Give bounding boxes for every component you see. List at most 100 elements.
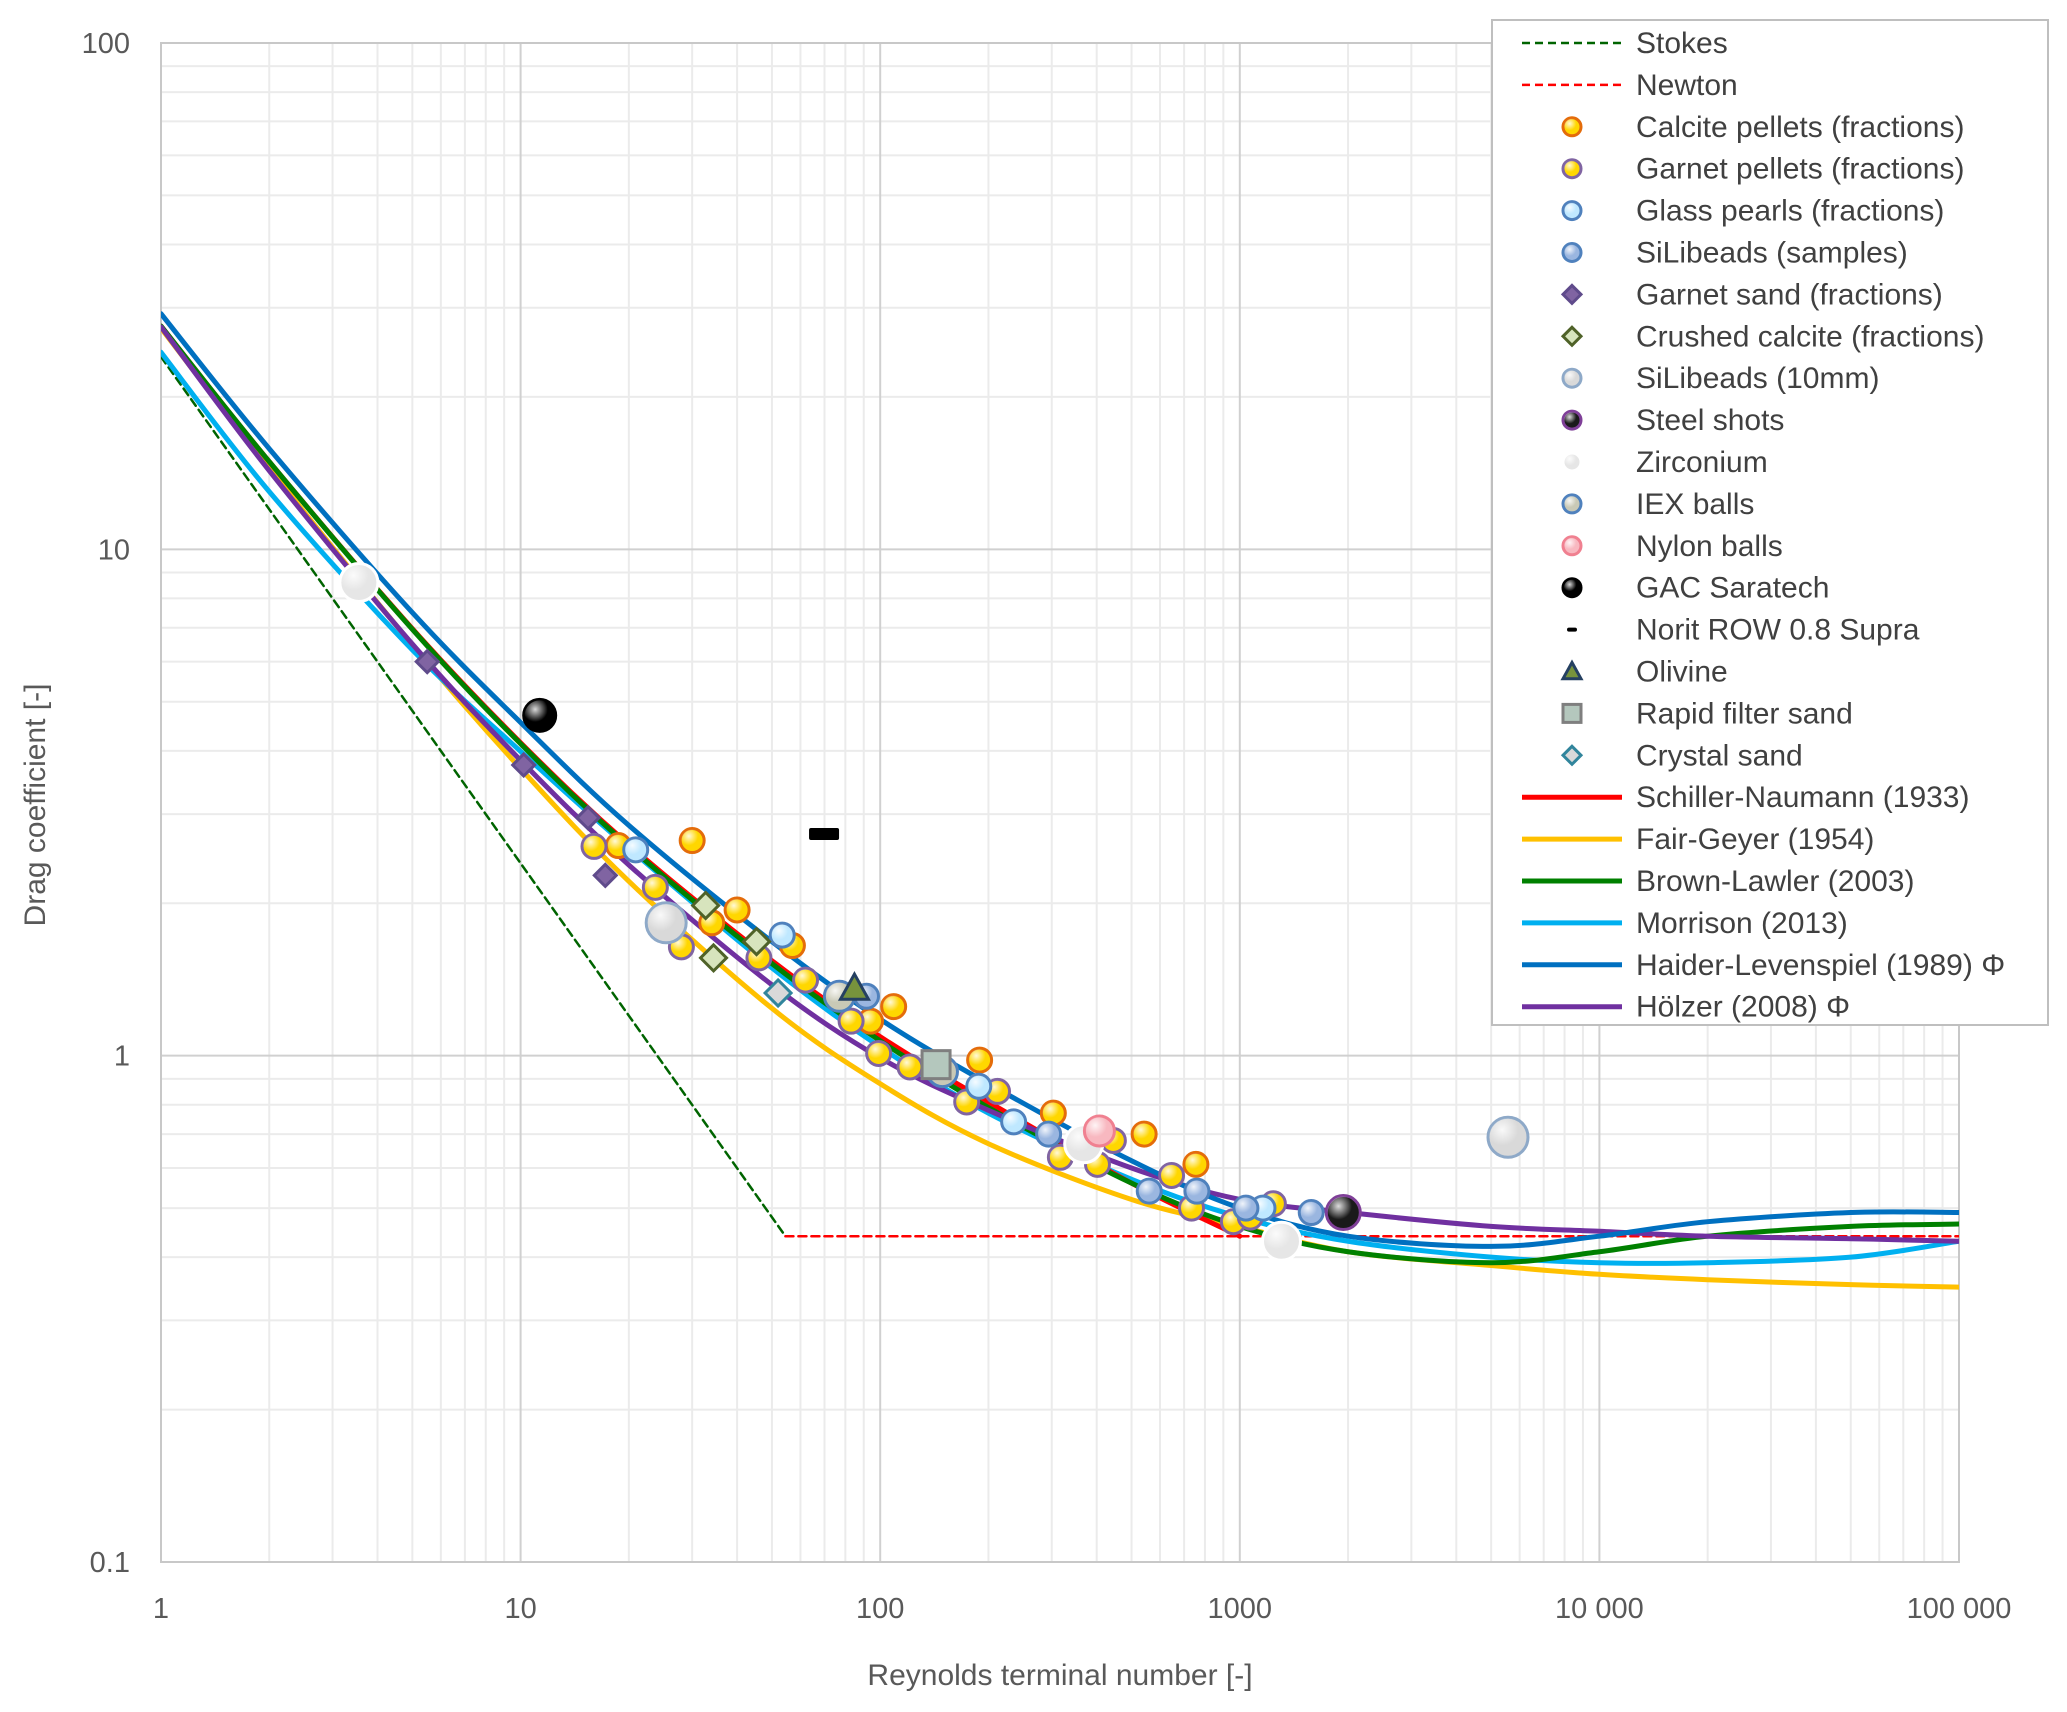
legend-marker <box>1560 283 1584 306</box>
legend-label: Brown-Lawler (2003) <box>1636 865 1914 898</box>
legend-marker <box>1561 409 1583 431</box>
x-tick-label: 1 <box>153 1593 169 1625</box>
data-point-garnet-pellets-fractions <box>641 873 669 901</box>
legend-item-brown-lawler-2003: Brown-Lawler (2003) <box>1522 865 1914 898</box>
legend-label: Rapid filter sand <box>1636 697 1853 730</box>
legend-marker <box>1561 493 1583 515</box>
legend-item-crystal-sand: Crystal sand <box>1560 739 1803 772</box>
data-point-garnet-pellets-fractions <box>837 1007 865 1035</box>
legend-label: SiLibeads (10mm) <box>1636 362 1879 395</box>
data-point-zirconium <box>338 561 380 603</box>
data-point-zirconium <box>1260 1220 1302 1262</box>
legend-item-stokes: Stokes <box>1522 27 1728 60</box>
data-point-garnet-sand-fractions <box>510 751 537 779</box>
x-axis-tick-labels: 1 10 100 1000 10 000 100 000 <box>153 1593 2011 1625</box>
data-point-rapid-filter-sand <box>920 1049 952 1081</box>
data-point-silibeads-samples <box>1232 1194 1260 1222</box>
legend-item-garnet-sand-fractions: Garnet sand (fractions) <box>1560 278 1943 311</box>
legend-item-h-lzer-2008: Hölzer (2008) Φ <box>1522 991 1850 1024</box>
legend-label: GAC Saratech <box>1636 572 1829 605</box>
data-point-glass-pearls-fractions <box>768 921 796 949</box>
legend-marker <box>1561 242 1583 263</box>
data-point-garnet-sand-fractions <box>414 648 441 675</box>
data-point-crushed-calcite-fractions <box>698 942 729 974</box>
data-point-crystal-sand <box>762 977 794 1009</box>
legend-label: Fair-Geyer (1954) <box>1636 823 1874 856</box>
y-tick-label: 0.1 <box>90 1547 130 1579</box>
legend-label: Steel shots <box>1636 404 1784 437</box>
series-line-brown-lawler-2003 <box>161 323 1959 1266</box>
x-tick-label: 10 <box>504 1593 536 1625</box>
data-point-silibeads-samples <box>1297 1199 1325 1227</box>
data-point-calcite-pellets-fractions <box>1182 1150 1210 1178</box>
y-axis-title: Drag coefficient [-] <box>19 684 52 927</box>
legend-marker <box>1561 116 1583 138</box>
legend-marker <box>1560 659 1584 681</box>
data-point-garnet-pellets-fractions <box>865 1039 893 1067</box>
data-point-calcite-pellets-fractions <box>678 827 706 855</box>
data-point-glass-pearls-fractions <box>1000 1108 1028 1136</box>
data-point-calcite-pellets-fractions <box>966 1046 994 1074</box>
legend-item-steel-shots: Steel shots <box>1561 404 1784 437</box>
legend-item-newton: Newton <box>1522 69 1738 102</box>
legend-item-haider-levenspiel-1989: Haider-Levenspiel (1989) Φ <box>1522 949 2005 982</box>
legend-label: Morrison (2013) <box>1636 907 1848 940</box>
legend-label: Garnet pellets (fractions) <box>1636 153 1964 186</box>
data-point-silibeads-10mm <box>1486 1115 1530 1159</box>
legend-label: Crystal sand <box>1636 739 1803 772</box>
series-markers <box>338 561 1530 1262</box>
data-point-garnet-sand-fractions <box>574 804 602 831</box>
data-point-silibeads-samples <box>1183 1177 1211 1205</box>
data-point-steel-shots <box>1324 1194 1362 1232</box>
legend-item-nylon-balls: Nylon balls <box>1561 530 1783 563</box>
legend-item-morrison-2013: Morrison (2013) <box>1522 907 1848 940</box>
legend-item-schiller-naumann-1933: Schiller-Naumann (1933) <box>1522 781 1970 814</box>
legend: Stokes Newton Calcite pellets (fractions) G… <box>1491 19 2049 1026</box>
x-tick-label: 100 <box>856 1593 904 1625</box>
legend-item-olivine: Olivine <box>1560 656 1728 689</box>
legend-item-fair-geyer-1954: Fair-Geyer (1954) <box>1522 823 1874 856</box>
data-point-calcite-pellets-fractions <box>723 896 751 924</box>
data-point-garnet-sand-fractions <box>592 862 619 889</box>
data-point-silibeads-samples <box>1035 1120 1063 1148</box>
legend-label: Nylon balls <box>1636 530 1783 563</box>
data-point-garnet-pellets-fractions <box>1158 1161 1186 1189</box>
legend-item-silibeads-10mm: SiLibeads (10mm) <box>1561 362 1879 395</box>
legend-label: Calcite pellets (fractions) <box>1636 111 1964 144</box>
legend-label: IEX balls <box>1636 488 1754 521</box>
x-tick-label: 100 000 <box>1907 1593 2012 1625</box>
legend-label: Haider-Levenspiel (1989) Φ <box>1636 949 2005 982</box>
legend-label: Newton <box>1636 69 1738 102</box>
legend-marker <box>1560 744 1584 767</box>
legend-item-gac-saratech: GAC Saratech <box>1561 572 1829 605</box>
x-tick-label: 1000 <box>1208 1593 1273 1625</box>
data-point-garnet-pellets-fractions <box>580 832 608 860</box>
minor-gridlines <box>161 43 1959 1562</box>
legend-box <box>1491 19 2049 1026</box>
data-point-garnet-pellets-fractions <box>1083 1150 1111 1178</box>
data-point-gac-saratech <box>522 697 558 733</box>
x-tick-label: 10 000 <box>1555 1593 1644 1625</box>
legend-label: Norit ROW 0.8 Supra <box>1636 614 1920 647</box>
legend-marker <box>1561 367 1583 389</box>
y-tick-label: 10 <box>98 534 130 566</box>
legend-item-iex-balls: IEX balls <box>1561 488 1754 521</box>
legend-item-glass-pearls-fractions: Glass pearls (fractions) <box>1561 195 1944 228</box>
data-point-calcite-pellets-fractions <box>1039 1099 1067 1127</box>
data-point-garnet-pellets-fractions <box>896 1053 924 1081</box>
legend-label: SiLibeads (samples) <box>1636 237 1908 270</box>
legend-label: Hölzer (2008) Φ <box>1636 991 1850 1024</box>
data-point-silibeads-samples <box>1135 1177 1163 1205</box>
legend-label: Schiller-Naumann (1933) <box>1636 781 1970 814</box>
data-point-nylon-balls <box>1082 1114 1116 1148</box>
legend-item-garnet-pellets-fractions: Garnet pellets (fractions) <box>1561 153 1964 186</box>
legend-label: Garnet sand (fractions) <box>1636 278 1943 311</box>
data-point-crushed-calcite-fractions <box>741 926 772 957</box>
data-point-glass-pearls-fractions <box>622 836 650 864</box>
legend-item-silibeads-samples: SiLibeads (samples) <box>1561 237 1908 270</box>
y-axis-tick-labels: 0.1 1 10 100 <box>82 28 130 1579</box>
legend-marker <box>1561 158 1583 180</box>
legend-label: Zirconium <box>1636 446 1768 479</box>
data-point-norit-row-0-8-supra <box>809 828 840 841</box>
